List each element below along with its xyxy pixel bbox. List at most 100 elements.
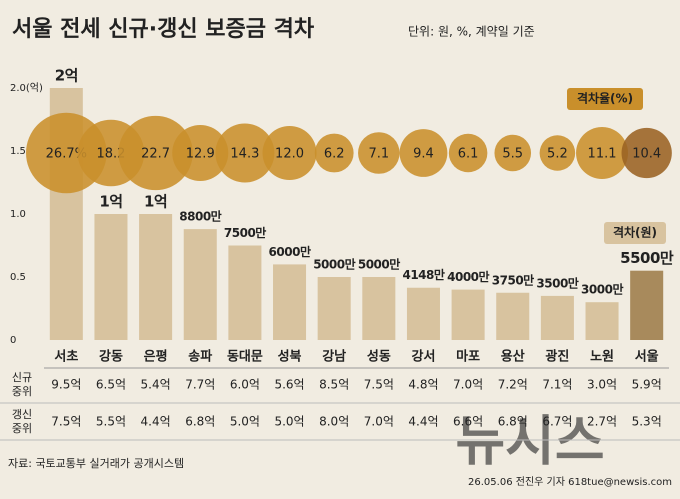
source: 자료: 국토교통부 실거래가 공개시스템 [8, 457, 184, 470]
legend-label: 격차율(%) [577, 91, 633, 106]
value-label: 6000만 [269, 244, 311, 259]
bubble-label: 11.1 [588, 147, 617, 162]
table-cell: 4.8억 [408, 378, 438, 392]
bubble-label: 12.0 [275, 147, 304, 162]
x-tick-label: 성북 [278, 350, 302, 365]
table-cell: 5.5억 [96, 415, 126, 429]
table-cell: 7.7억 [185, 378, 215, 392]
table-cell: 9.5억 [51, 378, 81, 392]
bubble-label: 22.7 [141, 147, 170, 162]
table-cell: 5.6억 [274, 378, 304, 392]
table-cell: 2.7억 [587, 415, 617, 429]
bubble [314, 133, 354, 173]
table-cell: 6.6억 [453, 415, 483, 429]
x-tick-label: 은평 [144, 349, 168, 365]
bubble-label: 10.4 [632, 147, 661, 162]
bar [630, 270, 664, 340]
bubble-label: 12.9 [186, 147, 215, 162]
bar [585, 302, 619, 340]
x-tick-label: 서초 [54, 350, 78, 365]
value-label: 7500만 [224, 225, 266, 240]
value-label: 5000만 [313, 257, 355, 272]
y-tick-label: 0 [10, 335, 16, 346]
x-tick-label: 서울 [635, 349, 659, 365]
bubble [118, 115, 193, 191]
value-label: 1억 [99, 193, 122, 211]
bubble [576, 127, 629, 179]
table-cell: 7.0억 [453, 378, 483, 392]
table-cell: 5.0억 [230, 415, 260, 429]
value-label: 3000만 [581, 282, 623, 297]
table-cell: 5.3억 [632, 415, 662, 429]
value-label: 2억 [55, 67, 78, 85]
y-tick-label: 2.0(억) [10, 82, 43, 94]
x-tick-label: 노원 [590, 350, 614, 365]
value-label: 4148만 [402, 267, 444, 282]
table-cell: 7.1억 [542, 378, 572, 392]
x-tick-label: 광진 [545, 349, 569, 365]
bar [317, 277, 351, 340]
bar [94, 214, 128, 340]
table-cell: 4.4억 [141, 415, 171, 429]
value-label: 5500만 [620, 249, 674, 267]
row-label: 중위 [12, 385, 32, 398]
legend-box [567, 88, 643, 110]
row-label: 신규 [12, 371, 32, 384]
legend-label: 격차(원) [613, 225, 657, 240]
table-cell: 7.5억 [51, 415, 81, 429]
x-tick-label: 강남 [322, 349, 346, 365]
x-tick-label: 용산 [501, 349, 525, 365]
value-label: 5000만 [358, 257, 400, 272]
bar [496, 292, 530, 340]
bar [273, 264, 307, 340]
value-label: 3750만 [492, 272, 534, 287]
value-label: 8800만 [179, 209, 221, 224]
bubble-label: 5.2 [547, 147, 568, 162]
chart-title: 서울 전세 신규·갱신 보증금 격차 [12, 17, 315, 42]
value-label: 3500만 [536, 275, 578, 290]
bubble-label: 6.1 [458, 147, 479, 162]
row-label: 중위 [12, 422, 32, 435]
table-cell: 8.5억 [319, 378, 349, 392]
table-cell: 3.0억 [587, 378, 617, 392]
bubble-label: 9.4 [413, 147, 434, 162]
value-label: 1억 [144, 193, 167, 211]
table-cell: 8.0억 [319, 415, 349, 429]
bubble [539, 135, 576, 171]
bubble-label: 18.2 [96, 147, 125, 162]
table-cell: 6.0억 [230, 378, 260, 392]
bubble-label: 7.1 [368, 147, 389, 162]
bubble [215, 123, 275, 183]
bubble [494, 134, 532, 172]
bar [139, 214, 173, 340]
bubble-label: 26.7% [46, 147, 87, 162]
bubble [399, 129, 448, 177]
bubble [621, 127, 672, 179]
table-cell: 7.0억 [364, 415, 394, 429]
table-cell: 6.7억 [542, 415, 572, 429]
watermark: 뉴시스 [455, 410, 604, 473]
y-tick-label: 1.0 [10, 209, 26, 220]
value-label: 4000만 [447, 269, 489, 284]
table-cell: 6.5억 [96, 378, 126, 392]
x-tick-label: 강동 [99, 349, 123, 365]
bubble [358, 132, 400, 174]
x-tick-label: 마포 [456, 349, 480, 365]
bubble [172, 124, 229, 182]
x-tick-label: 강서 [412, 349, 436, 365]
legend-box [604, 222, 666, 244]
bar [406, 287, 440, 340]
bar [228, 245, 262, 340]
x-tick-label: 동대문 [227, 350, 263, 365]
chart-subtitle: 단위: 원, %, 계약일 기준 [408, 24, 535, 39]
table-cell: 6.8억 [498, 415, 528, 429]
bubble [448, 133, 488, 173]
bar [183, 229, 217, 340]
bar [451, 289, 485, 340]
credit: 26.05.06 전진우 기자 618tue@newsis.com [468, 476, 672, 488]
x-tick-label: 송파 [188, 350, 212, 365]
table-cell: 4.4억 [408, 415, 438, 429]
table-cell: 7.5억 [364, 378, 394, 392]
bar [362, 277, 396, 340]
